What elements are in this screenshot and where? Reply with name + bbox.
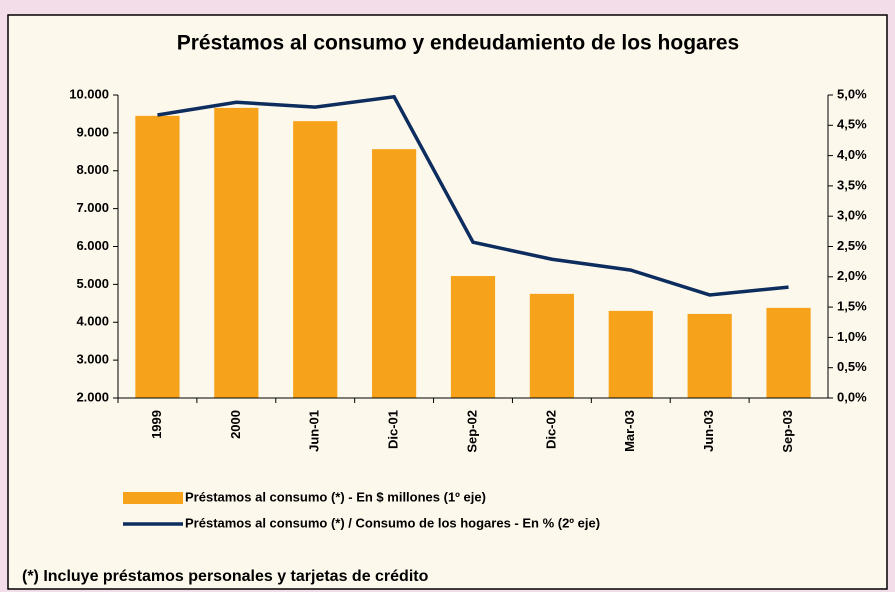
bar xyxy=(766,307,811,398)
chart-title: Préstamos al consumo y endeudamiento de … xyxy=(177,32,740,55)
y-tick-label: 7.000 xyxy=(76,200,109,215)
legend-label: Préstamos al consumo (*) / Consumo de lo… xyxy=(185,515,600,530)
bar xyxy=(214,107,259,398)
y2-tick-label: 3,0% xyxy=(837,208,867,223)
bar xyxy=(372,149,417,398)
legend-swatch xyxy=(123,492,183,504)
x-tick-label: 2000 xyxy=(228,410,243,439)
y2-tick-label: 4,0% xyxy=(837,147,867,162)
line xyxy=(157,94,789,297)
y-tick-label: 10.000 xyxy=(69,86,109,101)
legend-label: Préstamos al consumo (*) - En $ millones… xyxy=(185,489,486,504)
y2-tick-label: 0,0% xyxy=(837,389,867,404)
y2-tick-label: 1,5% xyxy=(837,299,867,314)
y2-tick-label: 3,5% xyxy=(837,177,867,192)
x-tick-label: Dic-01 xyxy=(386,410,401,449)
y2-tick-label: 2,5% xyxy=(837,238,867,253)
x-tick-label: Mar-03 xyxy=(622,410,637,452)
x-tick-label: Sep-03 xyxy=(780,410,795,453)
y-tick-label: 9.000 xyxy=(76,124,109,139)
bar xyxy=(450,276,496,398)
x-tick-label: Jun-01 xyxy=(307,410,322,452)
y2-tick-label: 1,0% xyxy=(837,329,867,344)
y-tick-label: 2.000 xyxy=(76,389,109,404)
y-tick-label: 8.000 xyxy=(76,162,109,177)
y-tick-label: 5.000 xyxy=(76,276,109,291)
bar xyxy=(687,313,732,398)
y-tick-label: 3.000 xyxy=(76,352,109,367)
x-tick-label: Sep-02 xyxy=(464,410,479,453)
x-tick-label: 1999 xyxy=(149,410,164,439)
bar xyxy=(293,121,338,398)
y2-tick-label: 5,0% xyxy=(837,86,867,101)
bar xyxy=(529,293,574,398)
x-tick-label: Dic-02 xyxy=(543,410,558,449)
x-tick-label: Jun-03 xyxy=(701,410,716,452)
y2-tick-label: 0,5% xyxy=(837,359,867,374)
bar xyxy=(135,115,180,399)
bar xyxy=(608,310,653,398)
y-tick-label: 4.000 xyxy=(76,314,109,329)
note: (*) Incluye préstamos personales y tarje… xyxy=(22,568,429,585)
y2-tick-label: 2,0% xyxy=(837,268,867,283)
y-tick-label: 6.000 xyxy=(76,238,109,253)
y2-tick-label: 4,5% xyxy=(837,117,867,132)
